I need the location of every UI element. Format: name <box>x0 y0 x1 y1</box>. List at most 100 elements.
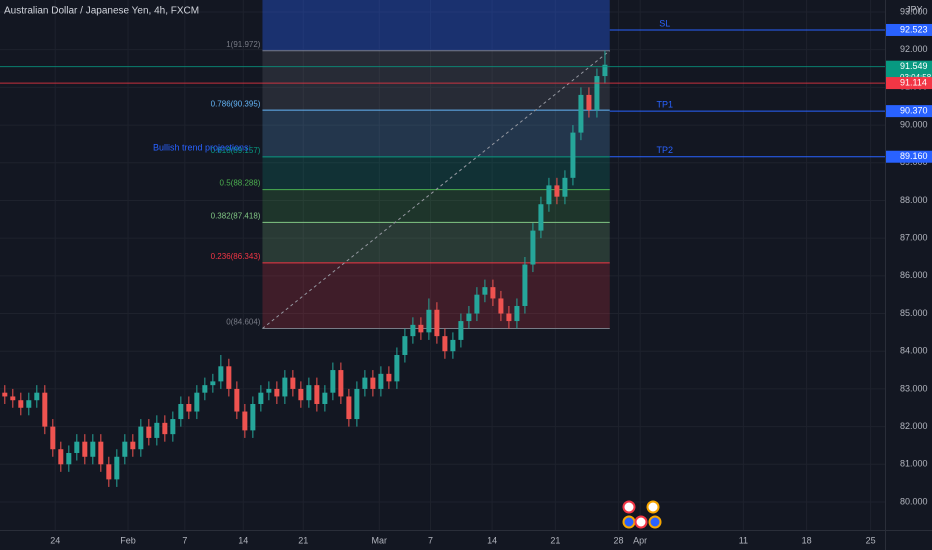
fib-level-label: 0(84.604) <box>226 318 261 327</box>
chart-title: Australian Dollar / Japanese Yen, 4h, FX… <box>4 6 199 17</box>
candle-body <box>282 377 288 397</box>
candle-body <box>426 309 432 333</box>
candle-body <box>234 388 240 412</box>
candle-body <box>98 441 104 465</box>
candle-body <box>578 94 584 133</box>
candle-body <box>466 313 472 322</box>
x-tick-label: 25 <box>866 535 876 545</box>
candle-body <box>538 204 544 231</box>
fibonacci: 1(91.972) 0.786(90.395) 0.618(89.157) 0.5(8… <box>153 0 611 329</box>
candle-body <box>154 422 160 438</box>
target-label-box <box>886 23 932 36</box>
event-icon[interactable] <box>648 515 662 529</box>
fib-extension-zone <box>262 0 610 51</box>
candle-body <box>490 287 496 299</box>
x-tick-label: 18 <box>802 535 812 545</box>
y-tick-label: 85.000 <box>900 308 928 318</box>
x-tick-label: 11 <box>739 535 748 545</box>
price-label-box <box>886 77 932 90</box>
candle-body <box>106 464 112 480</box>
event-icon[interactable] <box>646 500 660 514</box>
candle-body <box>402 336 408 355</box>
x-tick-label: 21 <box>550 535 560 545</box>
candle-body <box>258 392 264 404</box>
candle-body <box>530 230 536 265</box>
candle-body <box>138 426 144 450</box>
fib-zone <box>262 189 610 223</box>
candle-body <box>322 392 328 404</box>
candle-body <box>458 321 464 340</box>
candle-body <box>242 411 248 431</box>
candle-body <box>514 305 520 322</box>
candle-body <box>498 298 504 314</box>
target-name: TP2 <box>656 145 673 155</box>
x-tick-label: Feb <box>120 535 136 545</box>
axes: 80.000 81.000 82.000 83.000 84.000 85.000 86.0… <box>50 6 932 545</box>
candle-body <box>250 403 256 431</box>
candle-body <box>434 309 440 337</box>
candle-body <box>218 366 224 382</box>
event-icon[interactable] <box>622 500 636 514</box>
fib-zone <box>262 110 610 157</box>
x-tick-label: 14 <box>238 535 248 545</box>
target-label: 92.523 <box>900 24 928 34</box>
price-lines: SL TP1 TP2 <box>0 18 885 158</box>
candle-body <box>338 370 344 397</box>
candle-body <box>194 392 200 412</box>
candles <box>2 50 608 487</box>
candle-body <box>370 377 376 389</box>
candle-body <box>506 313 512 322</box>
fib-zone <box>262 222 610 263</box>
target-label-box <box>886 150 932 163</box>
x-tick-label: Mar <box>372 535 388 545</box>
candle-body <box>602 64 608 77</box>
candle-body <box>82 441 88 457</box>
event-icon[interactable] <box>622 515 636 529</box>
candle-body <box>298 388 304 401</box>
price-label: 91.549 <box>900 61 928 71</box>
annotation: Bullish trend projections: <box>153 142 251 152</box>
candle-body <box>210 381 216 386</box>
candle-body <box>130 441 136 450</box>
x-tick-label: 28 <box>614 535 624 545</box>
candle-body <box>570 132 576 178</box>
candle-body <box>290 377 296 389</box>
y-tick-label: 92.000 <box>900 44 928 54</box>
x-tick-label: 14 <box>487 535 497 545</box>
y-tick-label: 90.000 <box>900 119 928 129</box>
candle-body <box>410 324 416 337</box>
fib-level-label: 0.236(86.343) <box>211 252 261 261</box>
fib-level-label: 0.5(88.288) <box>220 179 261 188</box>
candle-body <box>2 392 8 397</box>
x-tick-label: 21 <box>298 535 308 545</box>
candle-body <box>418 324 424 333</box>
candle-body <box>522 264 528 306</box>
target-label: 89.160 <box>900 151 928 161</box>
fib-level-label: 0.618(89.157) <box>211 146 261 155</box>
candle-body <box>554 185 560 197</box>
candle-body <box>178 403 184 420</box>
price-label: 91.114 <box>900 77 927 87</box>
fib-level-label: 0.786(90.395) <box>211 99 261 108</box>
candle-body <box>186 403 192 412</box>
target-label: 90.370 <box>900 105 928 115</box>
candle-body <box>394 354 400 382</box>
candle-body <box>202 385 208 393</box>
x-tick-label: 7 <box>182 535 187 545</box>
y-tick-label: 86.000 <box>900 270 928 280</box>
y-tick-label: 80.000 <box>900 496 928 506</box>
candle-body <box>562 177 568 197</box>
candle-body <box>146 426 152 438</box>
candle-body <box>122 441 128 457</box>
x-tick-label: Apr <box>633 535 647 545</box>
event-icon[interactable] <box>634 515 648 529</box>
candle-body <box>162 422 168 435</box>
y-tick-label: 88.000 <box>900 195 928 205</box>
y-tick-label: 93.000 <box>900 6 928 16</box>
candle-body <box>586 94 592 110</box>
candle-body <box>442 336 448 352</box>
candle-body <box>274 388 280 397</box>
candle-body <box>346 396 352 420</box>
candle-body <box>362 377 368 389</box>
